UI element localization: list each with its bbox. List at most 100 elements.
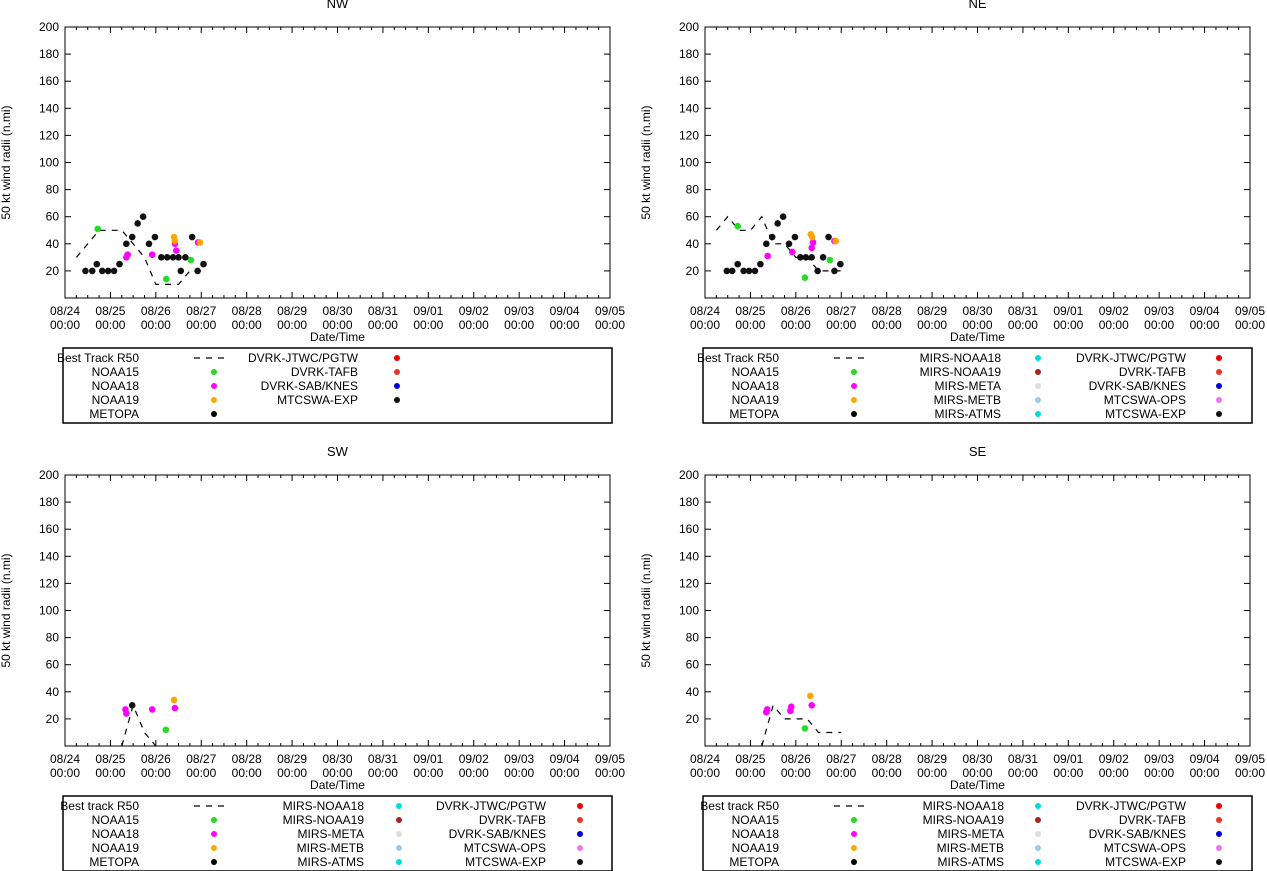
x-tick-label-date: 09/01	[1053, 752, 1083, 766]
y-tick-label: 100	[39, 156, 59, 170]
data-point-mtcswa-exp	[139, 213, 147, 220]
data-point-noaa19	[170, 696, 178, 704]
y-tick-label: 160	[39, 74, 59, 88]
data-point-noaa18	[763, 706, 771, 713]
legend-label: MIRS-ATMS	[935, 407, 1001, 421]
legend-label: MTCSWA-OPS	[1104, 841, 1186, 855]
legend-swatch-dot	[1216, 845, 1222, 851]
x-tick-label-date: 09/03	[504, 752, 534, 766]
x-axis-label: Date/Time	[950, 330, 1005, 344]
data-point-mtcswa-exp	[82, 267, 89, 275]
y-tick-label: 60	[686, 210, 700, 224]
data-point-noaa15	[734, 222, 741, 230]
x-tick-label-time: 00:00	[141, 318, 171, 332]
legend-swatch-dot	[851, 369, 857, 375]
legend-swatch-dot	[1216, 369, 1222, 375]
legend-swatch-dot	[1216, 383, 1222, 389]
legend-label: DVRK-SAB/KNES	[449, 827, 546, 841]
legend-label: MTCSWA-OPS	[464, 841, 546, 855]
x-tick-label-time: 00:00	[504, 318, 534, 332]
x-tick-label-date: 09/04	[550, 304, 580, 318]
legend-item: DVRK-SAB/KNES	[1089, 379, 1222, 393]
x-tick-label-date: 08/31	[368, 752, 398, 766]
legend-swatch-dot	[394, 369, 400, 375]
legend-item: MTCSWA-EXP	[1105, 407, 1222, 421]
series-noaa18	[122, 704, 179, 717]
legend-item: MIRS-META	[938, 827, 1041, 841]
x-tick-label-date: 09/03	[504, 304, 534, 318]
data-point-mtcswa-exp	[123, 240, 130, 248]
data-point-noaa15	[162, 726, 170, 734]
x-tick-label-date: 08/26	[141, 304, 171, 318]
legend-item: DVRK-SAB/KNES	[1089, 827, 1222, 841]
data-point-noaa15	[94, 225, 101, 233]
data-point-mtcswa-exp	[831, 267, 838, 275]
legend-swatch-dot	[1035, 803, 1041, 809]
x-tick-label-time: 00:00	[504, 766, 534, 780]
legend-swatch-dot	[1035, 397, 1041, 403]
data-point-mtcswa-exp	[837, 260, 844, 268]
legend-label: DVRK-SAB/KNES	[1089, 379, 1186, 393]
x-tick-label-time: 00:00	[735, 766, 765, 780]
legend-swatch-dot	[851, 831, 857, 837]
data-point-metopa	[128, 702, 136, 709]
y-tick-label: 40	[686, 685, 700, 699]
y-tick-label: 180	[39, 47, 59, 61]
legend-item: NOAA15	[92, 813, 217, 827]
data-point-noaa18	[124, 251, 131, 258]
data-point-noaa15	[801, 274, 809, 281]
data-point-noaa19	[832, 237, 840, 245]
x-tick-label-date: 08/25	[95, 752, 125, 766]
legend-item: NOAA15	[732, 365, 857, 379]
x-tick-label-time: 00:00	[50, 318, 80, 332]
x-tick-label-date: 08/24	[50, 304, 80, 318]
legend-label: Best track R50	[60, 799, 139, 813]
data-point-mtcswa-exp	[734, 260, 741, 268]
series-noaa15	[801, 725, 809, 732]
legend-item: DVRK-TAFB	[1119, 813, 1222, 827]
x-tick-label-time: 00:00	[917, 318, 947, 332]
legend-label: MIRS-METB	[934, 393, 1001, 407]
legend-item: MIRS-METB	[297, 841, 402, 855]
x-tick-label-time: 00:00	[1144, 318, 1174, 332]
x-tick-label-date: 08/30	[962, 304, 992, 318]
plot-frame	[704, 26, 1251, 299]
legend-item: MIRS-NOAA18	[923, 799, 1041, 813]
legend-swatch-dot	[396, 803, 402, 809]
x-tick-label-date: 08/27	[186, 304, 216, 318]
x-tick-label-date: 08/30	[322, 304, 352, 318]
legend-label: NOAA18	[92, 827, 140, 841]
x-tick-label-date: 08/24	[50, 752, 80, 766]
legend-swatch-dot	[851, 845, 857, 851]
x-tick-label-date: 08/29	[917, 304, 947, 318]
series-metopa	[128, 702, 136, 709]
legend-item: MIRS-META	[935, 379, 1041, 393]
series-noaa19	[170, 696, 178, 704]
legend-item: METOPA	[729, 407, 857, 421]
legend-swatch-dot	[211, 397, 217, 403]
legend-item: MTCSWA-OPS	[464, 841, 583, 855]
legend-label: NOAA18	[732, 827, 780, 841]
legend-swatch-dot	[1216, 817, 1222, 823]
x-tick-label-date: 08/27	[186, 752, 216, 766]
x-tick-label-time: 00:00	[186, 766, 216, 780]
legend-item: DVRK-JTWC/PGTW	[1076, 351, 1222, 365]
y-tick-label: 20	[46, 712, 60, 726]
x-tick-label-time: 00:00	[1144, 766, 1174, 780]
data-point-noaa18	[123, 710, 130, 717]
data-point-noaa19	[171, 237, 179, 245]
legend-label: NOAA15	[92, 365, 140, 379]
x-tick-label-time: 00:00	[781, 318, 811, 332]
data-point-mtcswa-exp	[163, 254, 171, 261]
legend-label: NOAA15	[732, 813, 780, 827]
legend-item: MIRS-META	[298, 827, 402, 841]
legend-swatch-dot	[851, 383, 857, 389]
legend-label: NOAA18	[92, 379, 140, 393]
data-point-mtcswa-exp	[825, 233, 832, 241]
data-point-noaa19	[808, 233, 816, 241]
series-mtcswa-exp	[723, 213, 844, 275]
series-noaa15	[162, 726, 170, 734]
series-noaa19	[807, 231, 840, 245]
y-tick-label: 120	[39, 576, 59, 590]
legend-label: MIRS-ATMS	[298, 855, 364, 869]
